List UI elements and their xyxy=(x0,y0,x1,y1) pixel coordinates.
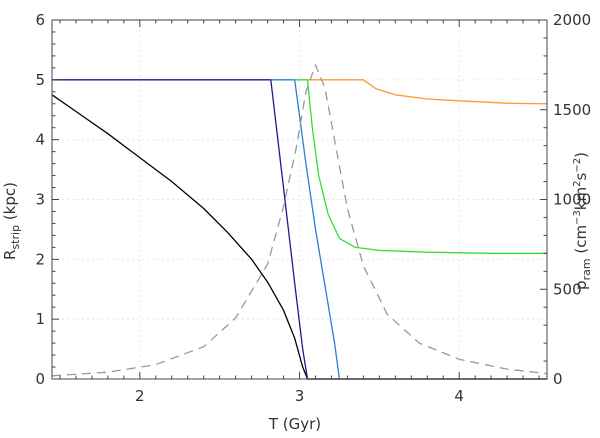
y-tick-label: 2 xyxy=(35,250,45,268)
y-right-tick-label: 2000 xyxy=(553,11,591,29)
y-tick-label: 0 xyxy=(35,370,45,388)
y-right-label-exp1: −3 xyxy=(572,210,583,225)
series-line-4 xyxy=(294,79,547,254)
y-tick-label: 3 xyxy=(35,191,45,209)
y-right-tick-label: 500 xyxy=(553,280,582,298)
series-line-6 xyxy=(51,64,548,377)
y-right-label-s: s xyxy=(572,173,590,181)
y-right-label-exp3: −2 xyxy=(572,158,583,173)
series-line-5 xyxy=(307,79,548,105)
tick-labels: 2 3 4 0 1 2 3 4 5 6 0 500 1000 1500 2000 xyxy=(35,11,591,405)
x-tick-label: 2 xyxy=(135,387,145,405)
y-right-label-mid: km xyxy=(572,187,590,210)
y-right-label-p: p xyxy=(572,280,590,290)
y-right-label-open: (cm xyxy=(572,225,590,258)
x-tick-label: 4 xyxy=(454,387,464,405)
y-right-axis-label: pram (cm−3km2s−2) xyxy=(572,152,593,290)
series-lines xyxy=(51,64,548,380)
series-line-1 xyxy=(51,94,547,380)
y-tick-label: 4 xyxy=(35,131,45,149)
y-axis-label-unit: (kpc) xyxy=(1,182,19,225)
y-right-tick-label: 0 xyxy=(553,370,563,388)
x-axis-label: T (Gyr) xyxy=(268,415,321,433)
y-axis-label-sub: strip xyxy=(9,225,22,250)
y-axis-label-main: R xyxy=(1,250,19,260)
y-right-tick-label: 1000 xyxy=(553,191,591,209)
y-axis-label: Rstrip (kpc) xyxy=(1,182,22,260)
y-tick-label: 6 xyxy=(35,11,45,29)
y-right-tick-label: 1500 xyxy=(553,101,591,119)
y-right-label-close: ) xyxy=(572,152,590,158)
y-tick-label: 1 xyxy=(35,310,45,328)
x-tick-label: 3 xyxy=(295,387,305,405)
axis-ticks xyxy=(52,19,547,380)
y-right-label-exp2: 2 xyxy=(572,181,583,187)
y-tick-label: 5 xyxy=(35,71,45,89)
y-right-label-p-sub: ram xyxy=(580,258,593,280)
